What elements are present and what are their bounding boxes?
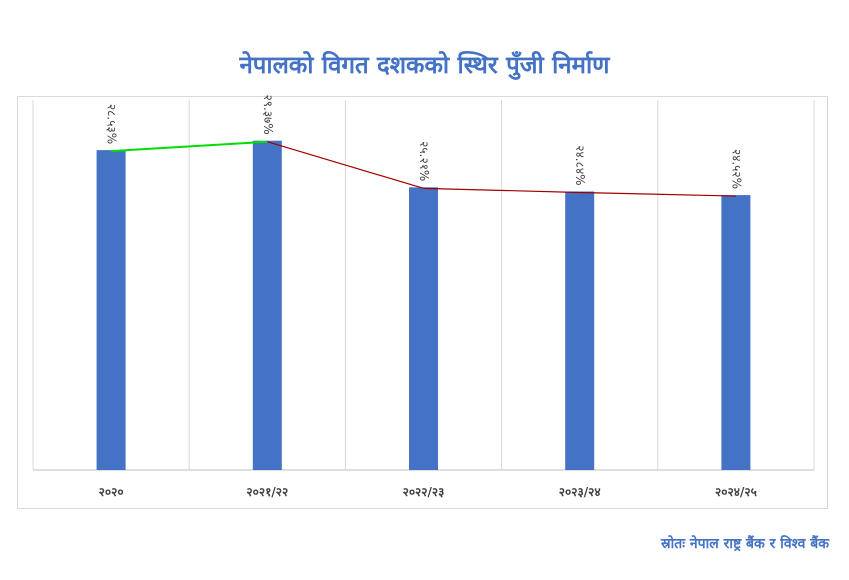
data-label: २८.५३% <box>105 104 119 144</box>
bar <box>565 191 595 470</box>
trend-line-segment <box>423 187 580 194</box>
data-label: २४.८४% <box>573 145 587 185</box>
x-tick-label: २०२२/२३ <box>403 485 445 499</box>
x-tick-label: २०२४/२५ <box>715 485 757 499</box>
bar <box>252 140 282 470</box>
trend-line-segment <box>111 140 268 153</box>
trend-line-segment <box>267 141 424 189</box>
x-tick-label: २०२३/२४ <box>559 485 601 499</box>
trend-line-segment <box>579 191 736 197</box>
chart-frame <box>17 96 828 509</box>
bar <box>96 150 126 471</box>
bar <box>409 187 438 471</box>
x-tick-label: २०२० <box>99 485 124 499</box>
data-label: २५.२१% <box>417 141 431 181</box>
source-note: स्रोतः नेपाल राष्ट्र बैंक र विश्व बैंक <box>660 536 829 552</box>
bar <box>721 195 751 470</box>
x-tick-label: २०२१/२२ <box>246 485 288 499</box>
data-label: २९.३७% <box>261 95 275 135</box>
chart-title: नेपालको विगत दशकको स्थिर पुँजी निर्माण <box>239 51 610 79</box>
data-label: २४.५२% <box>729 149 743 189</box>
